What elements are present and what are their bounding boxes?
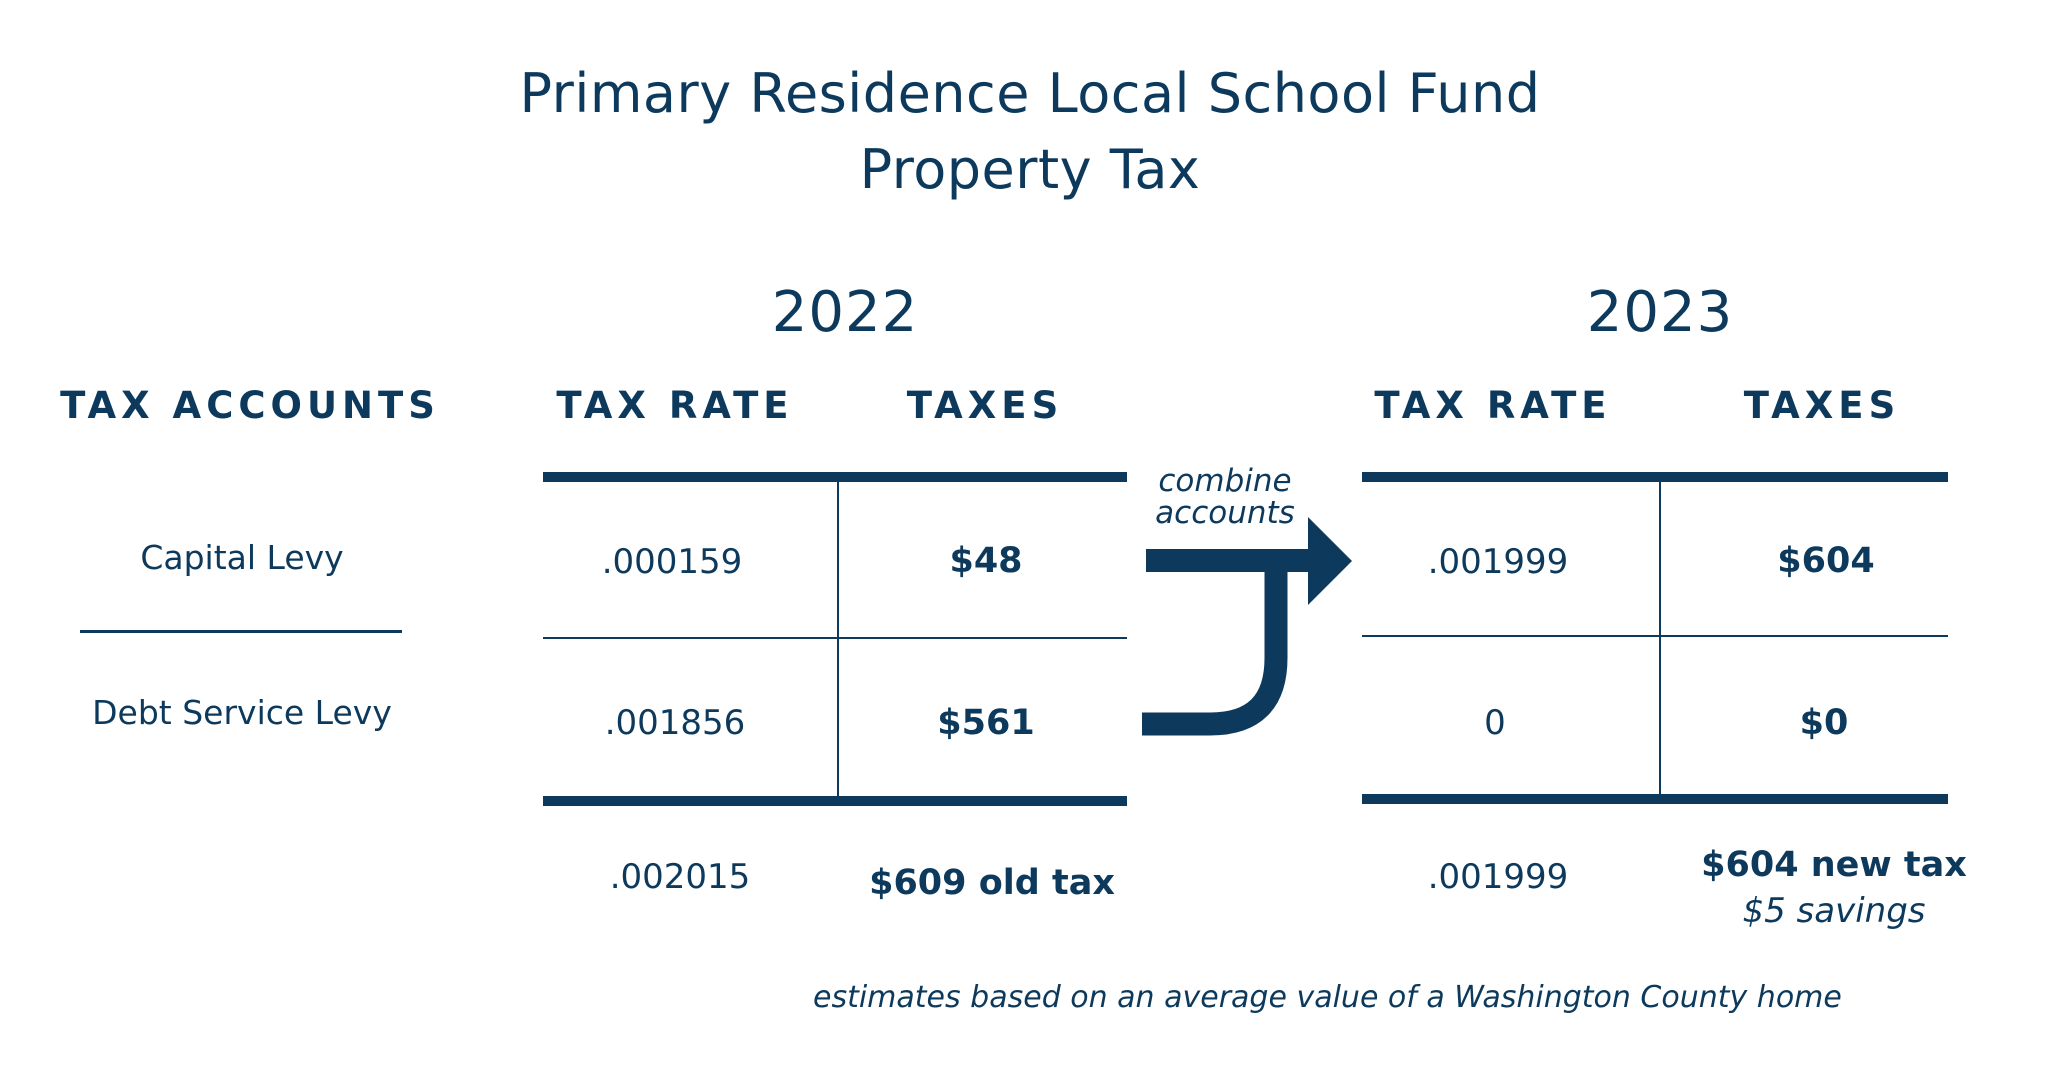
table-2022-row-divider xyxy=(543,637,1127,639)
rate-2023-capital: .001999 xyxy=(1427,542,1569,582)
taxes-header-2022: TAXES xyxy=(906,384,1064,427)
taxes-2023-debt: $0 xyxy=(1799,703,1849,743)
year-2023-heading: 2023 xyxy=(1586,280,1734,345)
rate-2022-debt: .001856 xyxy=(604,703,746,743)
taxes-header-2023: TAXES xyxy=(1743,384,1901,427)
table-2023-bottom-rule xyxy=(1362,794,1948,804)
title-line-2: Property Tax xyxy=(859,138,1201,201)
table-2023-column-divider xyxy=(1659,482,1661,794)
taxes-2022-total: $609 old tax xyxy=(869,863,1115,903)
combine-label-line-2: accounts xyxy=(1155,495,1295,531)
tax-accounts-header: TAX ACCOUNTS xyxy=(60,384,440,427)
table-2022-top-rule xyxy=(543,472,1127,482)
taxes-2023-total: $604 new tax xyxy=(1701,845,1967,885)
table-2022-bottom-rule xyxy=(543,796,1127,806)
year-2022-heading: 2022 xyxy=(771,280,919,345)
footnote: estimates based on an average value of a… xyxy=(813,980,1842,1015)
taxes-2023-capital: $604 xyxy=(1777,541,1875,581)
rate-2022-total: .002015 xyxy=(609,857,751,897)
title-line-1: Primary Residence Local School Fund xyxy=(519,62,1541,125)
table-2023-row-divider xyxy=(1362,635,1948,637)
taxes-2022-debt: $561 xyxy=(937,703,1035,743)
rate-2023-debt: 0 xyxy=(1484,703,1506,743)
account-divider xyxy=(80,630,402,633)
taxes-2022-capital: $48 xyxy=(949,541,1023,581)
account-debt-service-levy: Debt Service Levy xyxy=(92,693,392,732)
rate-2022-capital: .000159 xyxy=(601,542,743,582)
tax-rate-header-2023: TAX RATE xyxy=(1374,384,1612,427)
table-2022-column-divider xyxy=(837,482,839,800)
combine-label-line-1: combine xyxy=(1158,463,1292,499)
savings-label: $5 savings xyxy=(1742,891,1926,931)
tax-rate-header-2022: TAX RATE xyxy=(556,384,794,427)
rate-2023-total: .001999 xyxy=(1427,857,1569,897)
table-2023-top-rule xyxy=(1362,472,1948,482)
account-capital-levy: Capital Levy xyxy=(140,538,344,577)
